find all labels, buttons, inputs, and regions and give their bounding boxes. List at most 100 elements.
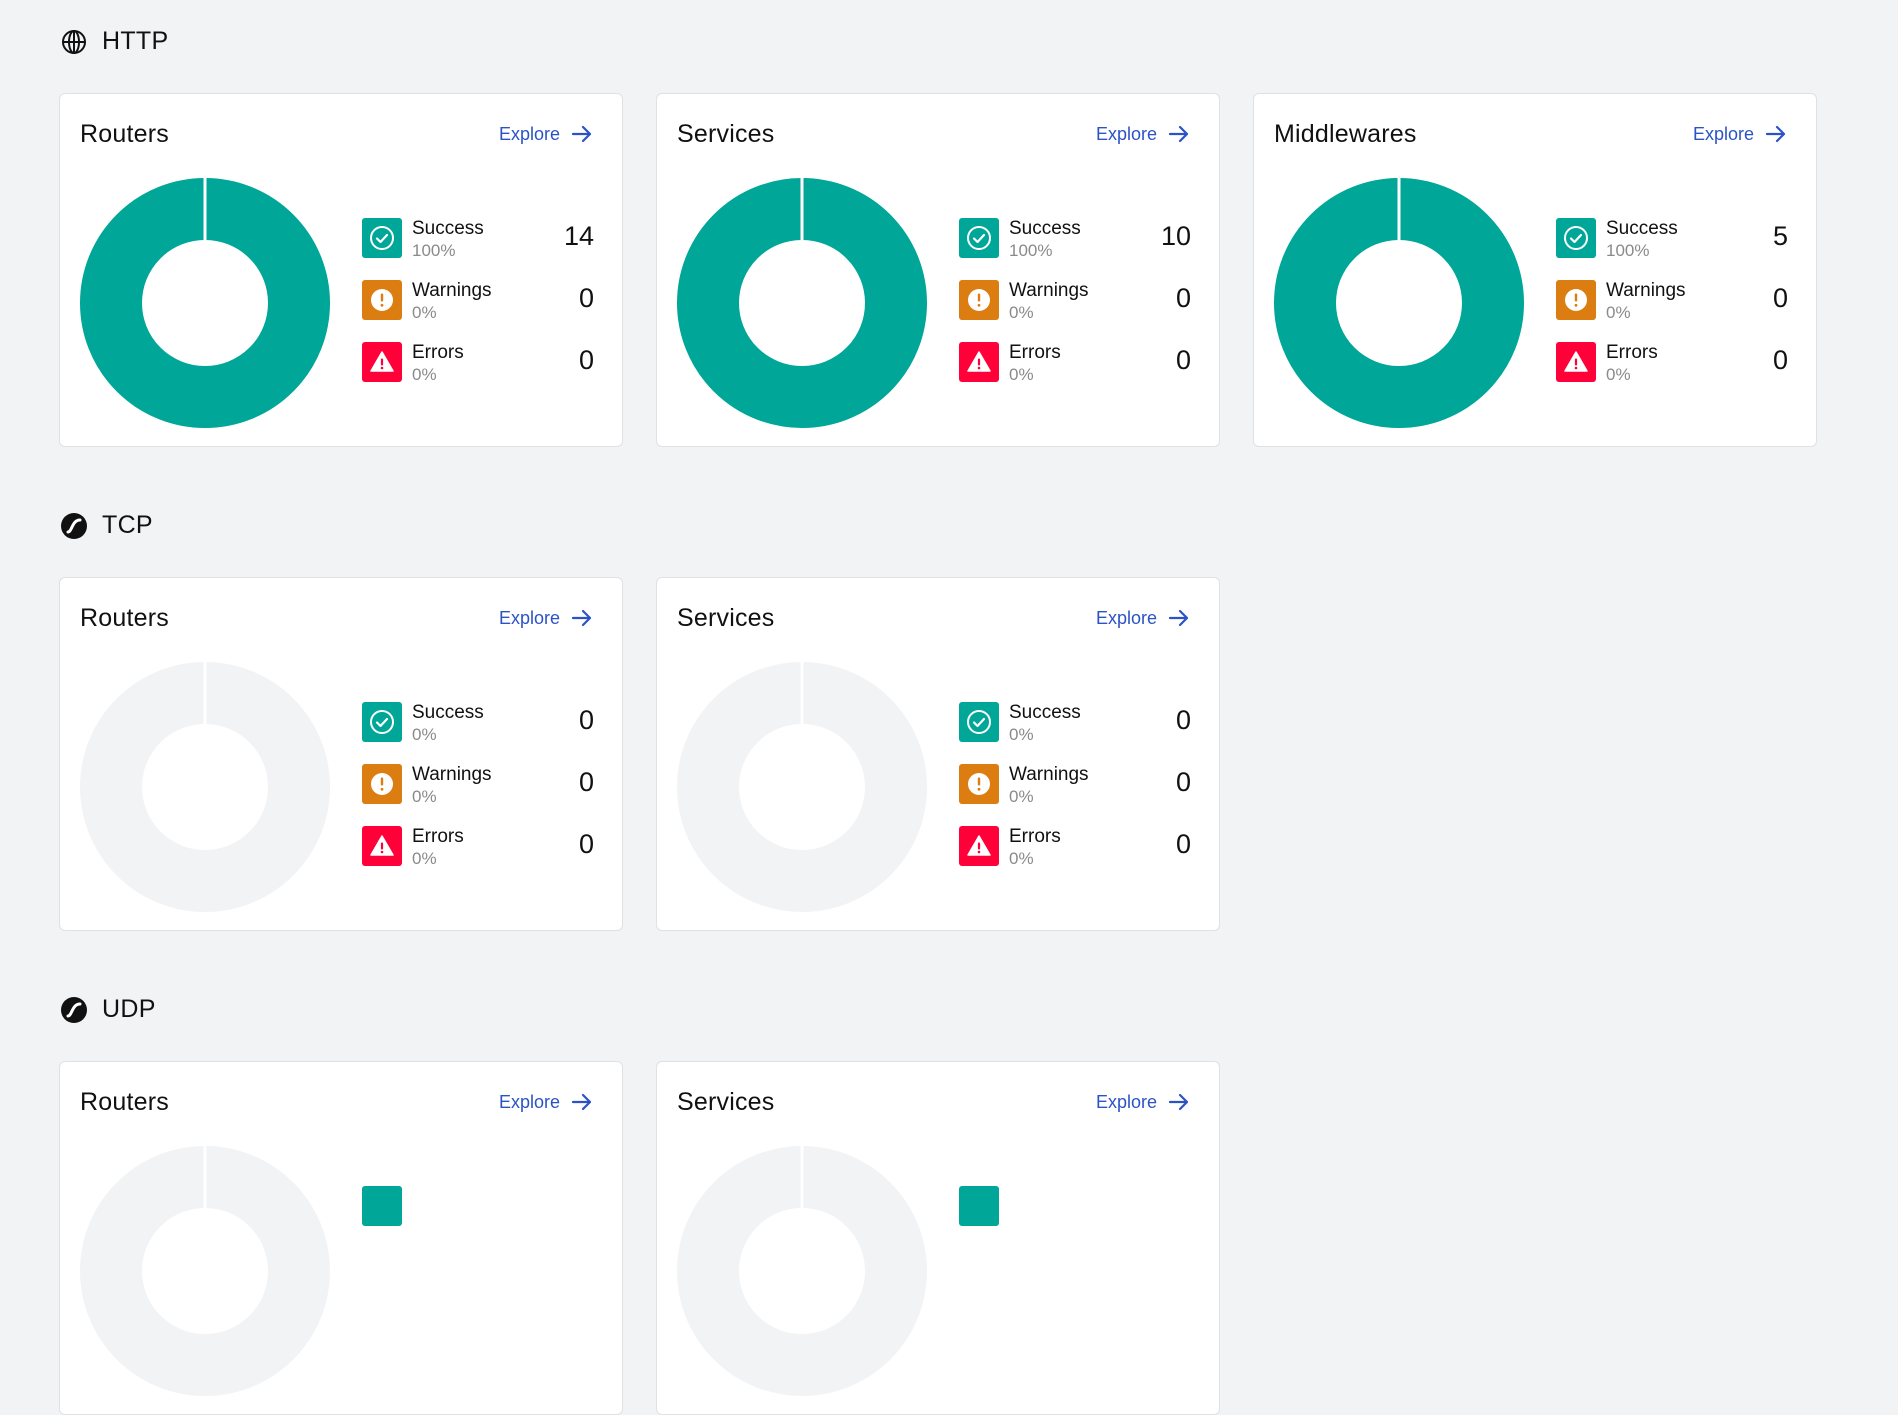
status-label: Success [1009,218,1081,239]
legend-row-success: Success 0% 0 [959,702,1191,764]
card-title: Services [677,1088,775,1116]
legend-row-success: Success 100% 5 [1556,218,1788,280]
legend-row-success: Success 100% 10 [959,218,1191,280]
legend-row-warnings: Warnings 0% 0 [362,764,594,826]
explore-label: Explore [498,607,560,628]
status-count: 0 [578,283,594,313]
success-icon [959,1186,999,1226]
status-percent: 0% [1606,303,1631,322]
donut-chart [80,662,330,912]
status-legend: Success 0% 0 Warnings 0% 0 Errors 0% 0 [362,702,594,888]
arrow-right-icon [1168,609,1189,627]
explore-label: Explore [1095,1091,1157,1112]
error-icon [362,342,402,382]
status-label: Warnings [1009,280,1089,301]
http-middlewares-card: Middlewares Explore Success 100% 5 Warni… [1253,93,1817,447]
status-percent: 0% [1009,725,1034,744]
udp-routers-card: Routers Explore [59,1061,623,1415]
explore-link[interactable]: Explore [499,606,594,630]
status-count: 0 [578,705,594,735]
status-percent: 100% [1009,241,1053,260]
status-label: Warnings [1009,764,1089,785]
legend-row-success: Success 0% 0 [362,702,594,764]
donut-chart [1274,178,1524,428]
status-label: Warnings [412,280,492,301]
status-count: 0 [1175,767,1191,797]
status-count: 0 [1175,345,1191,375]
success-icon [959,702,999,742]
status-legend: Success 100% 14 Warnings 0% 0 Errors 0% … [362,218,594,404]
section-title-label: TCP [102,511,153,539]
legend-row-errors: Errors 0% 0 [959,826,1191,888]
error-icon [1556,342,1596,382]
status-legend: Success 0% 0 Warnings 0% 0 Errors 0% 0 [959,702,1191,888]
explore-label: Explore [498,1091,560,1112]
status-legend: Success 100% 5 Warnings 0% 0 Errors 0% 0 [1556,218,1788,404]
legend-row-warnings: Warnings 0% 0 [362,280,594,342]
section-title-label: HTTP [102,27,169,55]
tcp-services-card: Services Explore Success 0% 0 Warnings 0… [656,577,1220,931]
status-legend [362,1186,594,1248]
warning-icon [959,280,999,320]
section-title-label: UDP [102,995,156,1023]
warning-icon [1556,280,1596,320]
warning-icon [362,280,402,320]
arrow-right-icon [1765,125,1786,143]
status-percent: 0% [1009,303,1034,322]
explore-label: Explore [1095,123,1157,144]
success-icon [1556,218,1596,258]
http-services-card: Services Explore Success 100% 10 Warning… [656,93,1220,447]
protocol-icon [60,996,88,1024]
status-legend [959,1186,1191,1248]
donut-chart [677,662,927,912]
donut-chart [677,178,927,428]
status-count: 14 [563,221,594,251]
status-percent: 0% [412,303,437,322]
status-label: Errors [412,826,464,847]
status-count: 0 [1175,829,1191,859]
explore-link[interactable]: Explore [1693,122,1788,146]
http-routers-card: Routers Explore Success 100% 14 Warnings… [59,93,623,447]
card-title: Services [677,120,775,148]
explore-label: Explore [498,123,560,144]
status-percent: 0% [412,725,437,744]
status-percent: 0% [1606,365,1631,384]
arrow-right-icon [1168,1093,1189,1111]
success-icon [362,1186,402,1226]
status-percent: 0% [412,365,437,384]
arrow-right-icon [571,609,592,627]
explore-link[interactable]: Explore [499,122,594,146]
explore-link[interactable]: Explore [1096,606,1191,630]
status-percent: 100% [412,241,456,260]
status-count: 5 [1772,221,1788,251]
status-label: Success [412,218,484,239]
status-label: Errors [412,342,464,363]
status-percent: 0% [412,787,437,806]
status-label: Success [412,702,484,723]
card-title: Middlewares [1274,120,1417,148]
donut-chart [677,1146,927,1396]
status-label: Warnings [1606,280,1686,301]
arrow-right-icon [1168,125,1189,143]
legend-row-warnings: Warnings 0% 0 [1556,280,1788,342]
warning-icon [959,764,999,804]
card-title: Routers [80,120,169,148]
card-title: Routers [80,1088,169,1116]
legend-row-success: Success 100% 14 [362,218,594,280]
legend-row-errors: Errors 0% 0 [1556,342,1788,404]
udp-services-card: Services Explore [656,1061,1220,1415]
status-label: Errors [1606,342,1658,363]
explore-link[interactable]: Explore [499,1090,594,1114]
success-icon [362,218,402,258]
error-icon [959,342,999,382]
explore-link[interactable]: Explore [1096,122,1191,146]
status-count: 0 [1772,283,1788,313]
status-count: 0 [1175,705,1191,735]
status-percent: 0% [412,849,437,868]
section-title-tcp: TCP [60,511,153,540]
warning-icon [362,764,402,804]
donut-chart [80,1146,330,1396]
status-count: 0 [1175,283,1191,313]
explore-link[interactable]: Explore [1096,1090,1191,1114]
status-percent: 0% [1009,849,1034,868]
